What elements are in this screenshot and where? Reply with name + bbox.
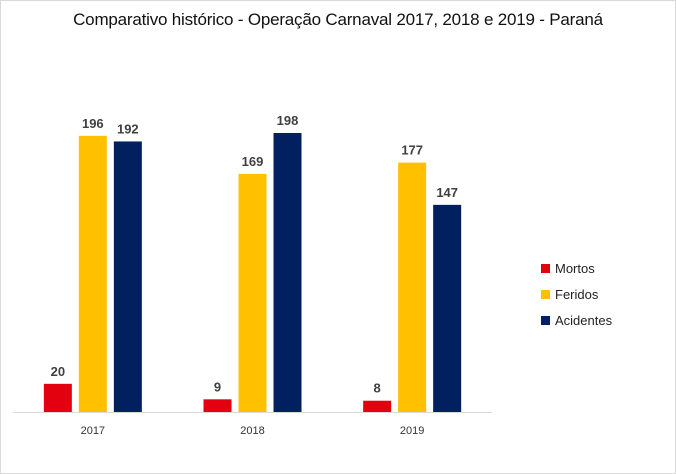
bar-acidentes-2018 <box>273 133 302 412</box>
bar-mortos-2017 <box>43 383 72 412</box>
legend-label-mortos: Mortos <box>555 260 595 276</box>
chart-legend: Mortos Feridos Acidentes <box>541 255 612 333</box>
data-label-mortos-2017: 20 <box>51 364 65 379</box>
legend-swatch-feridos <box>541 289 550 299</box>
bar-acidentes-2019 <box>433 204 462 412</box>
legend-item-acidentes: Acidentes <box>541 307 612 333</box>
bar-feridos-2018 <box>238 173 267 412</box>
legend-swatch-mortos <box>541 263 550 273</box>
legend-label-feridos: Feridos <box>555 286 599 302</box>
legend-swatch-acidentes <box>541 315 550 325</box>
data-label-acidentes-2017: 192 <box>117 121 139 136</box>
data-label-feridos-2019: 177 <box>401 143 423 158</box>
bar-feridos-2019 <box>398 162 427 412</box>
bar-mortos-2019 <box>363 400 392 412</box>
chart-title: Comparativo histórico - Operação Carnava… <box>73 10 603 29</box>
bar-feridos-2017 <box>78 135 107 412</box>
x-tick-label-2018: 2018 <box>240 425 264 437</box>
legend-label-acidentes: Acidentes <box>555 312 613 328</box>
bar-mortos-2018 <box>203 399 232 412</box>
legend-item-mortos: Mortos <box>541 255 612 281</box>
legend-item-feridos: Feridos <box>541 281 612 307</box>
x-tick-label-2017: 2017 <box>81 425 105 437</box>
data-label-acidentes-2018: 198 <box>277 113 299 128</box>
data-label-feridos-2018: 169 <box>242 154 264 169</box>
x-tick-label-2019: 2019 <box>400 425 424 437</box>
data-label-mortos-2019: 8 <box>374 381 381 396</box>
data-label-mortos-2018: 9 <box>214 379 221 394</box>
data-label-acidentes-2019: 147 <box>436 185 458 200</box>
bar-acidentes-2017 <box>113 141 142 413</box>
data-label-feridos-2017: 196 <box>82 116 104 131</box>
